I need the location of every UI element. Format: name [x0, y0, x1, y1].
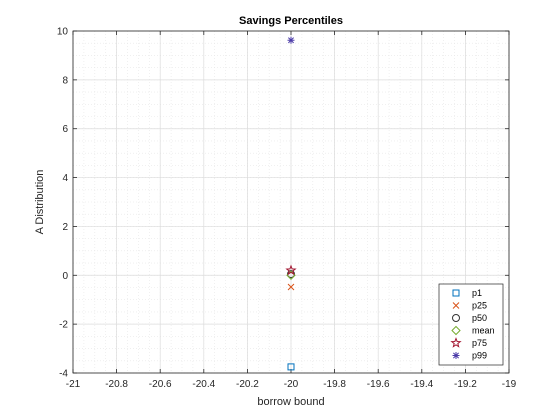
legend-label-p1: p1 — [472, 288, 482, 298]
legend-label-p99: p99 — [472, 351, 487, 361]
x-tick-label: -19.2 — [454, 379, 477, 390]
x-tick-label: -19 — [502, 379, 517, 390]
legend-marker-p1 — [452, 289, 460, 297]
legend-marker-p25 — [452, 302, 460, 309]
data-point-p1 — [287, 363, 295, 371]
legend-marker-p75 — [450, 337, 462, 348]
legend-label-p50: p50 — [472, 313, 487, 323]
legend-marker-p50 — [452, 314, 460, 322]
legend: p1 p25 p50 mean p75 p99 — [438, 283, 504, 366]
legend-marker-mean — [451, 325, 461, 336]
y-tick-label: 8 — [62, 75, 68, 86]
y-tick-label: -4 — [59, 369, 68, 380]
data-point-p75 — [285, 264, 297, 276]
legend-label-p75: p75 — [472, 338, 487, 348]
x-tick-label: -20.8 — [105, 379, 128, 390]
y-tick-label: -2 — [59, 320, 68, 331]
y-tick-label: 10 — [57, 27, 69, 38]
data-point-p99 — [287, 36, 295, 44]
x-tick-label: -20 — [284, 379, 299, 390]
data-point-p25 — [287, 283, 295, 291]
x-tick-label: -20.6 — [149, 379, 172, 390]
x-axis-label: borrow bound — [257, 396, 324, 408]
y-ticks: -4 -2 0 2 4 6 8 10 — [57, 27, 509, 380]
x-tick-label: -19.6 — [367, 379, 390, 390]
chart-title: Savings Percentiles — [239, 15, 343, 27]
legend-label-mean: mean — [472, 326, 495, 336]
data-point-p50 — [287, 270, 295, 279]
y-tick-label: 4 — [62, 173, 68, 184]
legend-box — [438, 283, 504, 366]
x-tick-label: -20.4 — [192, 379, 215, 390]
x-tick-label: -19.8 — [323, 379, 346, 390]
x-ticks: -21 -20.8 -20.6 -20.4 -20.2 -20 -19.8 -19.6 -19.… — [66, 31, 517, 390]
x-tick-label: -20.2 — [236, 379, 259, 390]
plot-area: -21 -20.8 -20.6 -20.4 -20.2 -20 -19.8 -19.6 -19.… — [57, 27, 517, 391]
y-tick-label: 2 — [62, 222, 68, 233]
x-tick-label: -21 — [66, 379, 81, 390]
legend-label-p25: p25 — [472, 301, 487, 311]
x-tick-label: -19.4 — [410, 379, 433, 390]
y-tick-label: 0 — [62, 271, 68, 282]
y-tick-label: 6 — [62, 124, 68, 135]
y-axis-label: A Distribution — [34, 170, 46, 235]
data-markers — [285, 36, 297, 371]
legend-marker-p99 — [452, 352, 460, 359]
